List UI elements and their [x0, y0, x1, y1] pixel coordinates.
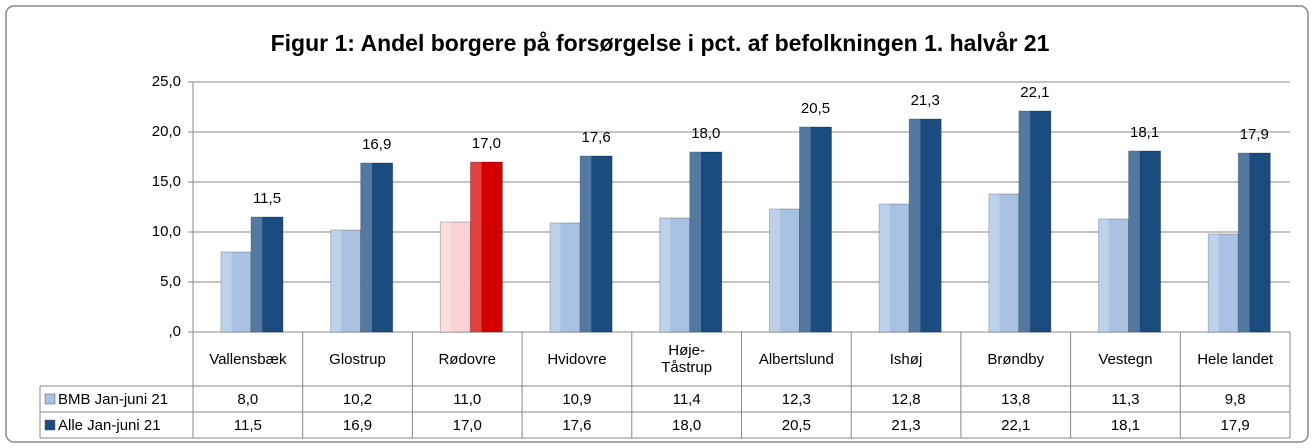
bar — [469, 161, 503, 333]
legend-label: Alle Jan-juni 21 — [58, 416, 161, 434]
bar — [1098, 218, 1130, 333]
bar-shine — [251, 217, 263, 332]
bar-shine — [799, 127, 811, 332]
bar — [250, 216, 284, 333]
bar-shine — [1208, 234, 1219, 332]
legend-swatch — [44, 393, 56, 405]
table-value: 9,8 — [1224, 390, 1246, 408]
y-tick-label: 25,0 — [152, 73, 181, 90]
bar-shine — [909, 119, 921, 332]
bar — [1207, 233, 1239, 333]
bar-shine — [360, 163, 372, 332]
table-value: 17,9 — [1220, 416, 1250, 434]
table-value: 17,6 — [562, 416, 592, 434]
bar-shine — [470, 162, 482, 332]
bar — [330, 229, 362, 333]
data-label: 16,9 — [362, 136, 391, 153]
table-value: 8,0 — [237, 390, 259, 408]
x-tick-label: Vallensbæk — [209, 350, 287, 368]
x-tick-label: Vestegn — [1098, 350, 1153, 368]
data-label: 18,1 — [1130, 124, 1159, 141]
bar — [220, 251, 252, 333]
bar — [1128, 150, 1162, 333]
bar — [1237, 152, 1271, 333]
bar — [549, 222, 581, 333]
bar — [439, 221, 471, 333]
bar — [659, 217, 691, 333]
bar — [360, 162, 394, 333]
bar-shine — [440, 222, 451, 332]
bar-shine — [1098, 219, 1110, 332]
y-tick-label: 20,0 — [152, 123, 181, 140]
bar — [1018, 110, 1052, 333]
table-value: 11,5 — [233, 416, 262, 434]
y-tick-label: 10,0 — [152, 223, 181, 240]
bar-shine — [580, 156, 592, 332]
bar-shine — [769, 209, 780, 332]
y-tick-label: 5,0 — [160, 273, 181, 290]
x-tick-label: Rødovre — [438, 350, 496, 368]
bar-shine — [1128, 151, 1140, 332]
table-value: 22,1 — [1001, 416, 1031, 434]
data-label: 17,6 — [581, 129, 610, 146]
data-label: 21,3 — [911, 92, 940, 109]
table-value: 16,9 — [342, 416, 373, 434]
bar — [579, 155, 613, 333]
bar-shine — [988, 194, 1000, 332]
x-tick-label: Ishøj — [889, 350, 923, 368]
bar-shine — [1238, 153, 1250, 332]
bar-shine — [550, 223, 561, 332]
x-tick-label: Glostrup — [329, 350, 386, 368]
data-label: 11,5 — [253, 190, 281, 207]
bar — [878, 203, 910, 333]
table-value: 11,0 — [453, 390, 482, 408]
data-label: 17,9 — [1240, 126, 1269, 143]
legend-swatch — [44, 419, 56, 431]
bar — [799, 126, 832, 333]
bar-shine — [221, 252, 232, 332]
bar-shine — [1018, 111, 1031, 332]
table-value: 17,0 — [452, 416, 482, 434]
bar-shine — [330, 230, 342, 332]
data-label: 22,1 — [1020, 84, 1049, 101]
data-label: 17,0 — [472, 135, 501, 152]
x-tick-label: Hele landet — [1197, 350, 1274, 368]
bar — [908, 118, 942, 333]
bar — [689, 151, 723, 333]
table-value: 11,4 — [672, 390, 701, 408]
table-value: 18,1 — [1110, 416, 1141, 434]
y-tick-label: 15,0 — [152, 173, 181, 190]
table-value: 18,0 — [672, 416, 702, 434]
x-tick-label: Albertslund — [758, 350, 834, 368]
chart-title: Figur 1: Andel borgere på forsørgelse i … — [271, 30, 1050, 56]
bar-shine — [879, 204, 890, 332]
table-value: 12,8 — [891, 390, 921, 408]
y-tick-label: ,0 — [168, 323, 181, 340]
chart-border — [5, 5, 1309, 443]
data-label: 18,0 — [691, 125, 720, 142]
legend-label: BMB Jan-juni 21 — [58, 390, 169, 408]
x-tick-label: Høje- Tåstrup — [661, 342, 713, 376]
x-tick-label: Brøndby — [987, 350, 1045, 368]
table-value: 20,5 — [781, 416, 811, 434]
table-value: 12,3 — [781, 390, 811, 408]
data-label: 20,5 — [801, 100, 830, 117]
bar-shine — [689, 152, 701, 332]
table-value: 10,2 — [342, 390, 373, 408]
x-tick-label: Hvidovre — [547, 350, 607, 368]
bar-shine — [659, 218, 671, 332]
bar — [988, 193, 1020, 333]
table-value: 10,9 — [562, 390, 592, 408]
table-value: 11,3 — [1111, 390, 1140, 408]
table-value: 21,3 — [891, 416, 921, 434]
table-value: 13,8 — [1001, 390, 1031, 408]
